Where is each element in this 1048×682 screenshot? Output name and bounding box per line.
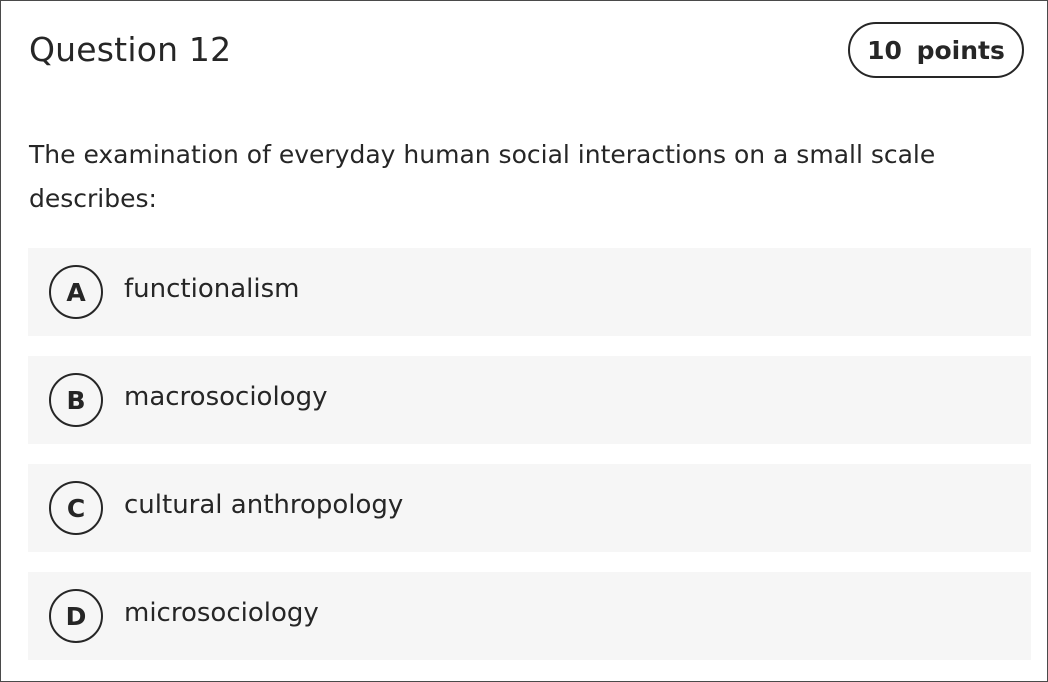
answer-option-a[interactable]: A functionalism [28, 248, 1031, 336]
points-badge: 10 points [848, 22, 1024, 78]
option-letter-d: D [49, 589, 103, 643]
option-text-c: cultural anthropology [124, 490, 404, 520]
answer-option-d[interactable]: D microsociology [28, 572, 1031, 660]
option-text-b: macrosociology [124, 382, 328, 412]
answer-option-c[interactable]: C cultural anthropology [28, 464, 1031, 552]
option-text-d: microsociology [124, 598, 319, 628]
question-title: Question 12 [29, 30, 232, 69]
option-letter-a: A [49, 265, 103, 319]
option-letter-b: B [49, 373, 103, 427]
answer-option-b[interactable]: B macrosociology [28, 356, 1031, 444]
option-letter-c: C [49, 481, 103, 535]
option-text-a: functionalism [124, 274, 300, 304]
question-prompt: The examination of everyday human social… [29, 140, 936, 213]
